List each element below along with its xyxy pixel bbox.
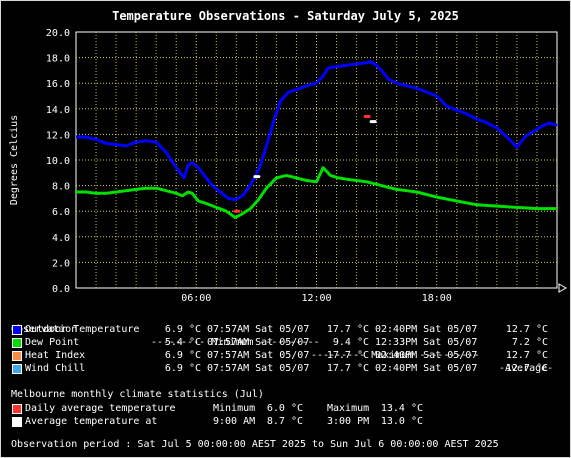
climate-min-value: 6.0 °C (266, 403, 303, 414)
x-tick-label: 12:00 (301, 293, 331, 301)
max-time: 02:40PM Sat 05/07 (375, 324, 478, 335)
legend-header-label: Observation (11, 324, 78, 335)
climate-heading: Melbourne monthly climate statistics (Ju… (11, 389, 264, 400)
climate-min-label: Minimum (213, 403, 256, 414)
min-value: 5.4 °C (164, 337, 201, 348)
min-value: 6.9 °C (164, 324, 201, 335)
series-swatch (12, 325, 22, 335)
y-tick-label: 6.0 (52, 207, 70, 218)
y-tick-label: 10.0 (46, 156, 70, 167)
climate-marker (233, 209, 241, 213)
climate-swatch (12, 417, 22, 427)
series-line (76, 166, 557, 220)
avg-value: 12.7 °C (505, 363, 548, 374)
min-value: 6.9 °C (164, 363, 201, 374)
y-tick-label: 14.0 (46, 105, 70, 116)
chart-title: Temperature Observations - Saturday July… (112, 9, 459, 23)
series-name: Heat Index (25, 350, 86, 361)
y-tick-label: 8.0 (52, 182, 70, 193)
climate-max-label: 3:00 PM (327, 416, 370, 427)
legend-header: Observation --------- Minimum ----------… (11, 310, 553, 388)
legend-header-max: --------- Maximum ---------- (311, 350, 480, 361)
series-name: Outdoor Temperature (25, 324, 140, 335)
legend-header-min: --------- Minimum ---------- (151, 337, 320, 348)
max-time: 02:40PM Sat 05/07 (375, 350, 478, 361)
min-value: 6.9 °C (164, 350, 201, 361)
climate-marker (363, 114, 371, 118)
climate-marker (369, 120, 377, 124)
y-tick-label: 20.0 (46, 28, 70, 39)
min-time: 07:57AM Sat 05/07 (207, 363, 310, 374)
x-axis-arrow-icon (558, 283, 568, 293)
x-tick-label: 18:00 (422, 293, 452, 301)
max-time: 12:33PM Sat 05/07 (375, 337, 478, 348)
y-tick-label: 2.0 (52, 258, 70, 269)
series-name: Dew Point (25, 337, 80, 348)
max-value: 9.4 °C (332, 337, 369, 348)
observation-period: Observation period : Sat Jul 5 00:00:00 … (11, 439, 499, 450)
x-tick-label: 06:00 (181, 293, 211, 301)
y-tick-label: 16.0 (46, 79, 70, 90)
climate-max-label: Maximum (327, 403, 370, 414)
series-line (76, 59, 558, 202)
climate-label: Daily average temperature (25, 403, 176, 414)
climate-marker (253, 175, 261, 179)
climate-swatch (12, 404, 22, 414)
max-time: 02:40PM Sat 05/07 (375, 363, 478, 374)
max-value: 17.7 °C (326, 324, 369, 335)
y-tick-label: 4.0 (52, 233, 70, 244)
min-time: 07:57AM Sat 05/07 (207, 350, 310, 361)
y-axis-label: Degrees Celcius (9, 115, 20, 205)
avg-value: 7.2 °C (511, 337, 548, 348)
y-tick-label: 12.0 (46, 130, 70, 141)
series-name: Wind Chill (25, 363, 86, 374)
max-value: 17.7 °C (326, 363, 369, 374)
series-swatch (12, 351, 22, 361)
temperature-chart: 0.0 2.0 4.0 6.0 8.0 10.0 12.0 14.0 16.0 18.0 20.0 0… (9, 28, 568, 301)
y-tick-label: 0.0 (52, 284, 70, 295)
legend-header-avg: -Average- (499, 363, 554, 374)
climate-max-value: 13.0 °C (380, 416, 423, 427)
climate-min-label: 9:00 AM (213, 416, 256, 427)
climate-max-value: 13.4 °C (380, 403, 423, 414)
min-time: 07:57AM Sat 05/07 (207, 324, 310, 335)
avg-value: 12.7 °C (505, 350, 548, 361)
series-swatch (12, 364, 22, 374)
climate-label: Average temperature at (25, 416, 158, 427)
min-time: 07:57AM Sat 05/07 (207, 337, 310, 348)
series-swatch (12, 338, 22, 348)
climate-min-value: 8.7 °C (266, 416, 303, 427)
avg-value: 12.7 °C (505, 324, 548, 335)
y-tick-label: 18.0 (46, 54, 70, 65)
max-value: 17.7 °C (326, 350, 369, 361)
